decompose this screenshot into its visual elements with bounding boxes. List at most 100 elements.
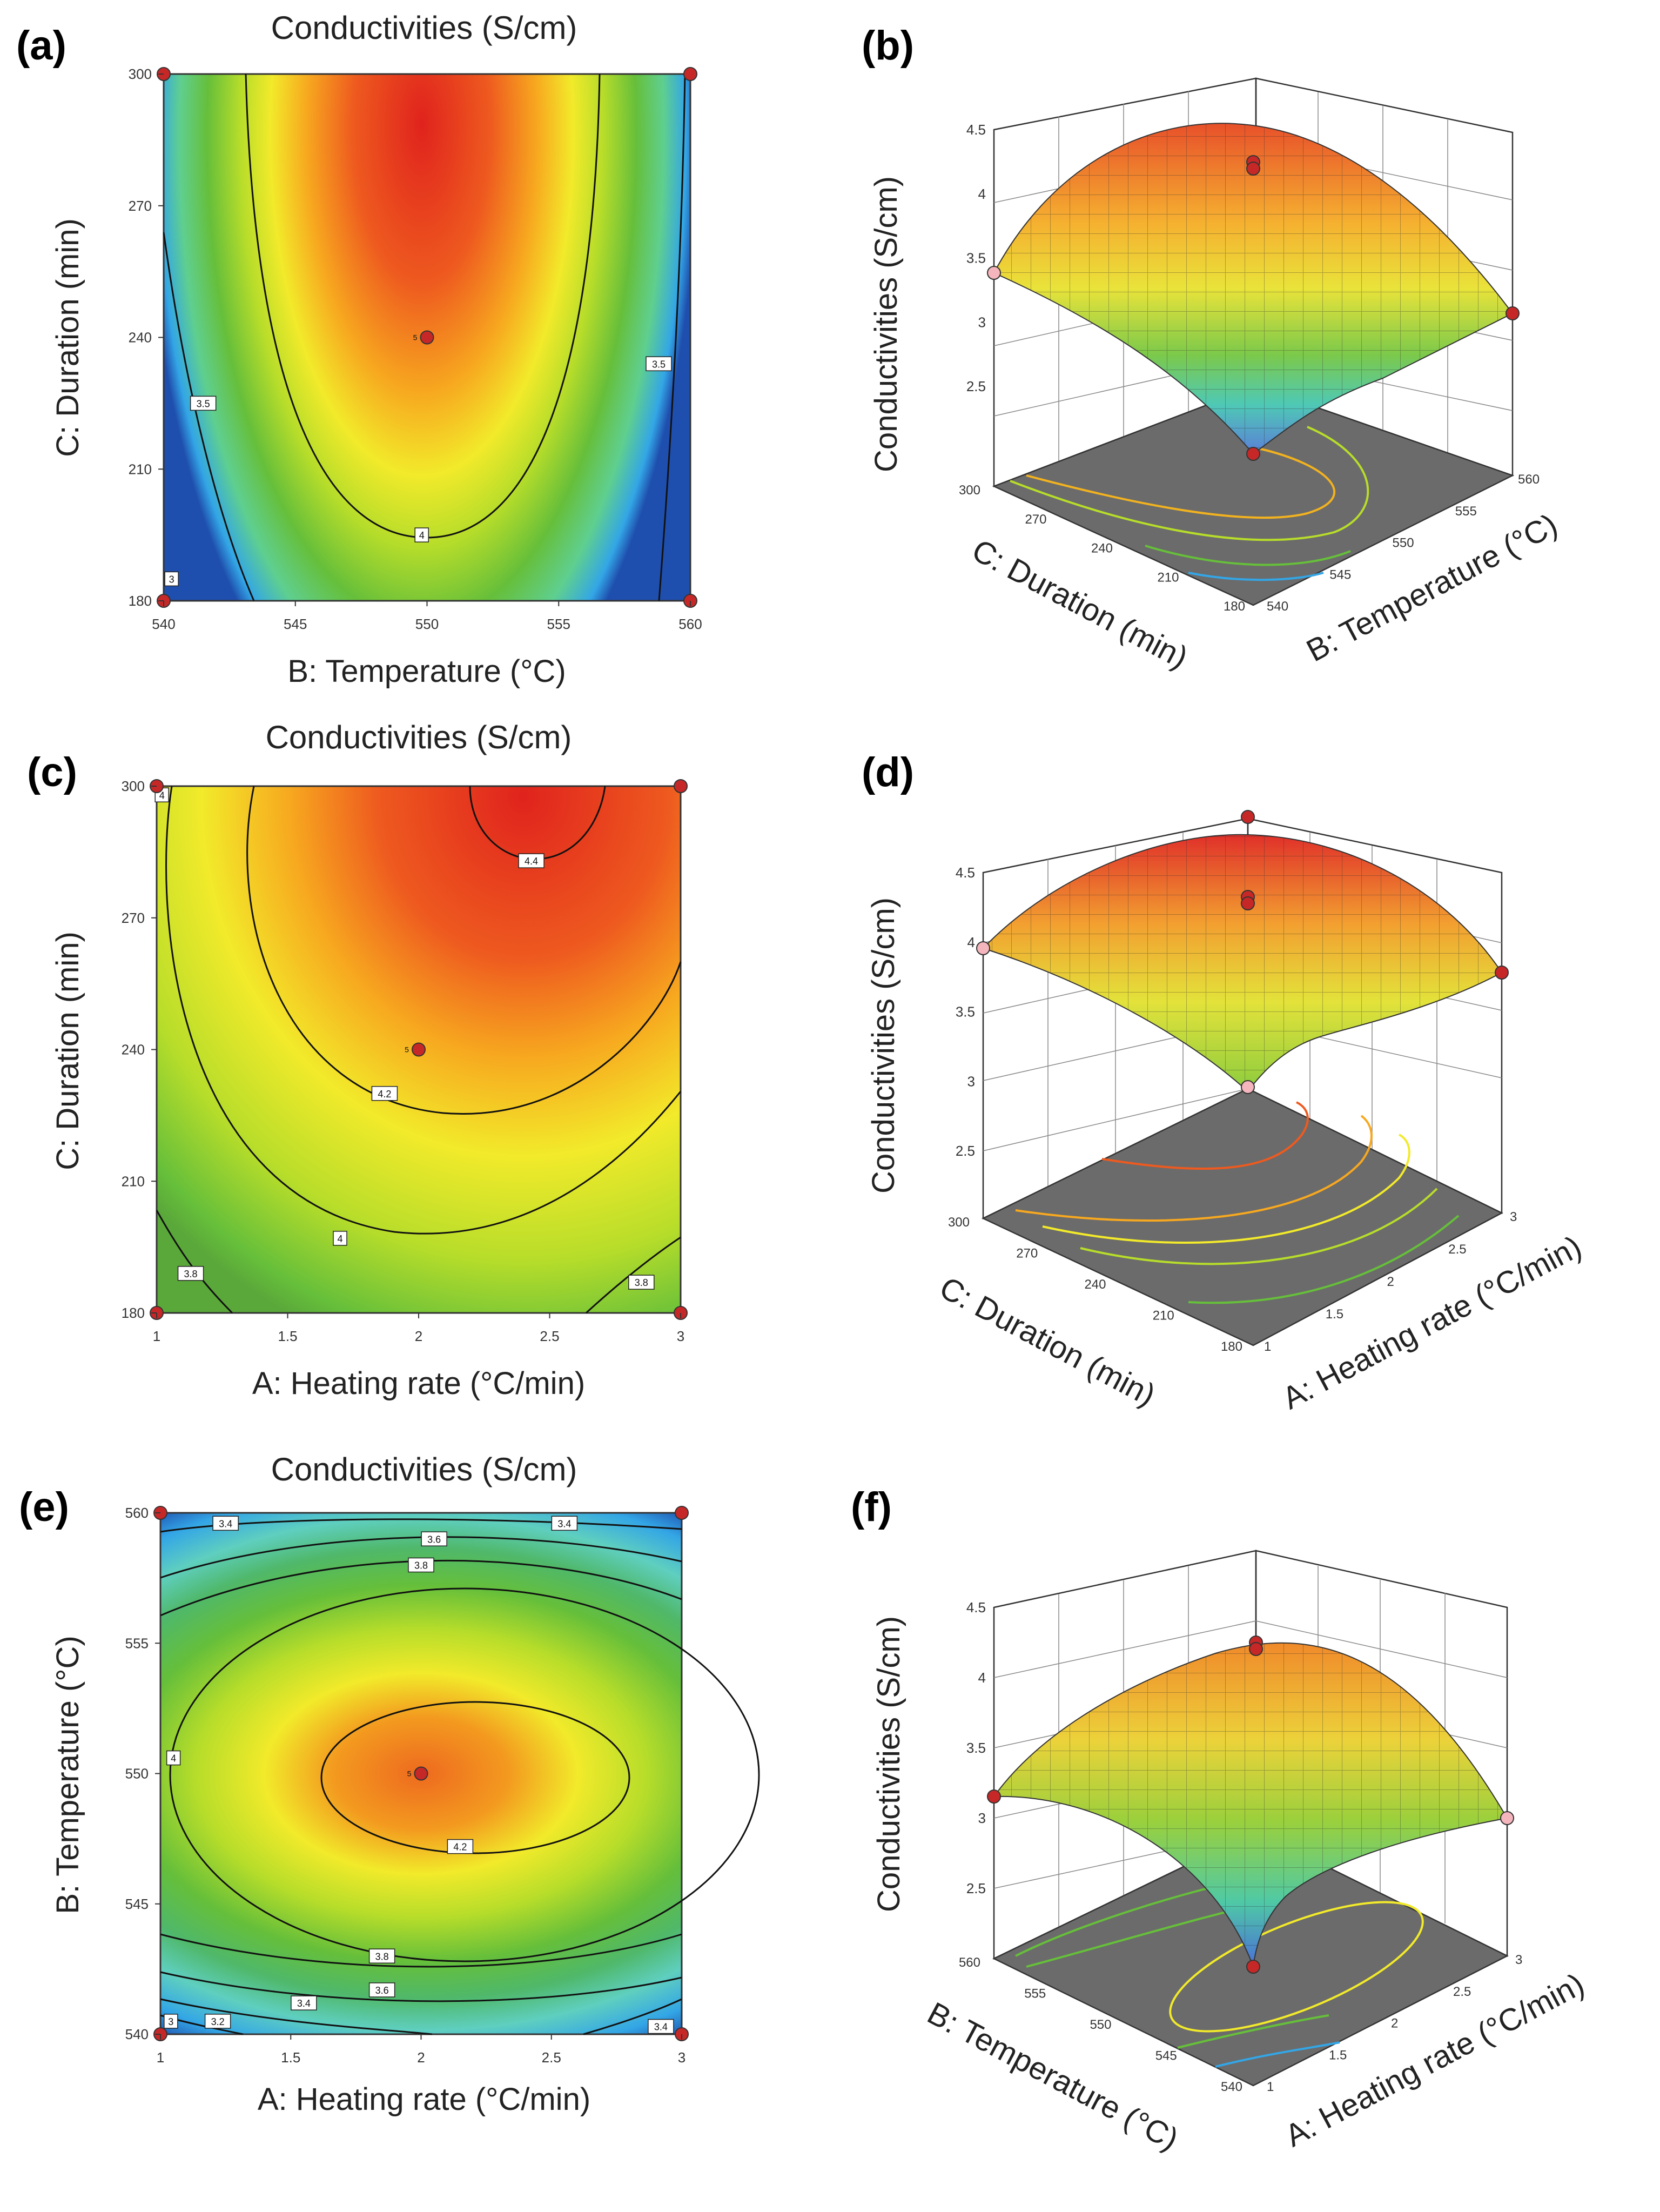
center-point-count: 5 [405, 1045, 409, 1054]
z-tick-label: 3 [978, 1810, 986, 1826]
contour-label: 3.6 [375, 1985, 389, 1996]
y-tick-label: 1 [1267, 2080, 1274, 2094]
x-tick-label: 2.5 [542, 2049, 561, 2066]
design-point-d-1 [1241, 810, 1255, 824]
z-tick-label: 2.5 [956, 1143, 975, 1159]
contour-label-box [628, 1275, 655, 1290]
design-point-b-2 [1246, 162, 1260, 176]
x-tick-label: 300 [948, 1215, 970, 1230]
y-tick-label: 270 [129, 198, 152, 214]
contour-line-e-7 [160, 1971, 682, 2002]
contour-label-box [164, 2014, 178, 2029]
contour-label: 4 [419, 530, 425, 541]
x-tick-label: 560 [678, 616, 702, 632]
y-tick-label: 550 [125, 1766, 149, 1782]
y-tick-label: 3 [1515, 1953, 1522, 1967]
contour-label-box [333, 1231, 347, 1246]
contour-label: 3.2 [211, 2016, 225, 2027]
y-tick-label: 2 [1387, 1275, 1394, 1289]
z-axis-label-f: Conductivities (S/cm) [871, 1616, 906, 1912]
floor-d [982, 1088, 1503, 1346]
design-point-b-5 [987, 266, 1001, 280]
y-axis-label-a: C: Duration (min) [50, 218, 85, 457]
design-point-d-4 [1495, 966, 1509, 980]
contour-label: 3.8 [414, 1560, 428, 1571]
floor-contour-d-1 [1101, 1101, 1309, 1170]
z-ticks-d: 2.5 3 3.5 4 4.5 [956, 864, 975, 1159]
x-tick-label: 2 [417, 2049, 425, 2066]
surface-points-d [976, 810, 1509, 1094]
design-point [683, 67, 697, 81]
y-tick-label: 300 [129, 66, 152, 82]
floor-contours-b [1010, 426, 1369, 581]
z-ticks-b: 2.5 3 3.5 4 4.5 [966, 122, 986, 394]
design-point-d-3 [1241, 896, 1255, 910]
contour-label: 3.8 [184, 1269, 198, 1279]
y-tick-label: 2.5 [1448, 1242, 1466, 1257]
y-tick-label: 1 [1264, 1339, 1271, 1354]
y-tick-label: 545 [125, 1896, 149, 1912]
z-tick-label: 3 [967, 1073, 975, 1089]
contour-label-box [414, 527, 429, 542]
contour-label-box [371, 1086, 398, 1101]
contour-label-box [212, 1516, 239, 1531]
contour-label-box [368, 1948, 395, 1963]
z-tick-label: 4.5 [966, 1599, 986, 1616]
contour-label: 4 [171, 1753, 176, 1764]
y-tick-label: 560 [125, 1505, 149, 1521]
y-tick-label: 2 [1391, 2016, 1398, 2031]
floor-contour-b-3 [1145, 545, 1351, 566]
panel-b: (b) [862, 23, 1563, 675]
x-axis-label-e: A: Heating rate (°C/min) [258, 2082, 590, 2117]
x-tick-label: 240 [1084, 1277, 1106, 1292]
z-tick-label: 3.5 [956, 1004, 975, 1020]
y-tick-label: 545 [1329, 567, 1351, 582]
y-tick-label: 180 [129, 593, 152, 609]
panel-label-f: (f) [851, 1484, 892, 1530]
design-point [674, 779, 688, 793]
design-point-d-5 [976, 941, 990, 955]
floor-b [992, 385, 1515, 606]
z-tick-label: 4 [978, 1670, 986, 1686]
contour-label: 4.2 [453, 1842, 467, 1853]
floor-contour-d-4 [1080, 1188, 1438, 1265]
x-tick-label: 545 [1155, 2049, 1177, 2063]
y-tick-label: 300 [122, 778, 145, 794]
contour-label: 3 [168, 2016, 173, 2027]
contour-label-box [551, 1516, 578, 1531]
y-tick-label: 1.5 [1329, 2048, 1347, 2062]
contour-label-box [166, 1750, 181, 1766]
contour-label-box [177, 1266, 204, 1281]
contour-label: 3.5 [197, 398, 210, 409]
floor-contour-b-2 [1010, 426, 1369, 541]
z-tick-label: 3 [978, 314, 986, 330]
x-tick-label: 2.5 [540, 1328, 559, 1344]
surface-points-f [987, 1635, 1514, 1974]
design-point [412, 1042, 426, 1057]
contour-label-box [518, 853, 545, 868]
floor-contour-d-2 [1015, 1115, 1373, 1222]
panel-e: (e) Conductivities (S/cm) 3.4 3.4 3.6 3.8 4 4… [19, 1451, 760, 2117]
contour-line-e-10 [583, 1998, 682, 2035]
x-tick-label: 560 [959, 1955, 980, 1970]
z-tick-label: 3.5 [966, 250, 986, 266]
title-a: Conductivities (S/cm) [271, 10, 577, 46]
y-tick-label: 2.5 [1453, 1985, 1471, 1999]
contour-label: 3.4 [654, 2022, 668, 2033]
y-tick-label: 555 [125, 1635, 149, 1651]
contour-line-c-5 [585, 1236, 681, 1314]
contour-line-c-2 [246, 786, 682, 1115]
contour-line-e-6 [160, 1933, 682, 1968]
x-axis-label-a: B: Temperature (°C) [287, 654, 566, 689]
floor-contour-f-5 [1215, 2041, 1340, 2068]
x-tick-label: 540 [1221, 2080, 1242, 2094]
contour-label-box [646, 356, 672, 371]
x-tick-label: 240 [1091, 541, 1113, 556]
contour-label: 3.4 [297, 1998, 311, 2009]
contour-label: 4.4 [525, 856, 538, 867]
x-tick-label: 1 [157, 2049, 164, 2066]
grid-line-f-1 [993, 1620, 1256, 1678]
z-tick-label: 4.5 [956, 864, 975, 881]
floor-contour-b-1 [1026, 447, 1335, 519]
center-point-count: 5 [407, 1769, 412, 1778]
